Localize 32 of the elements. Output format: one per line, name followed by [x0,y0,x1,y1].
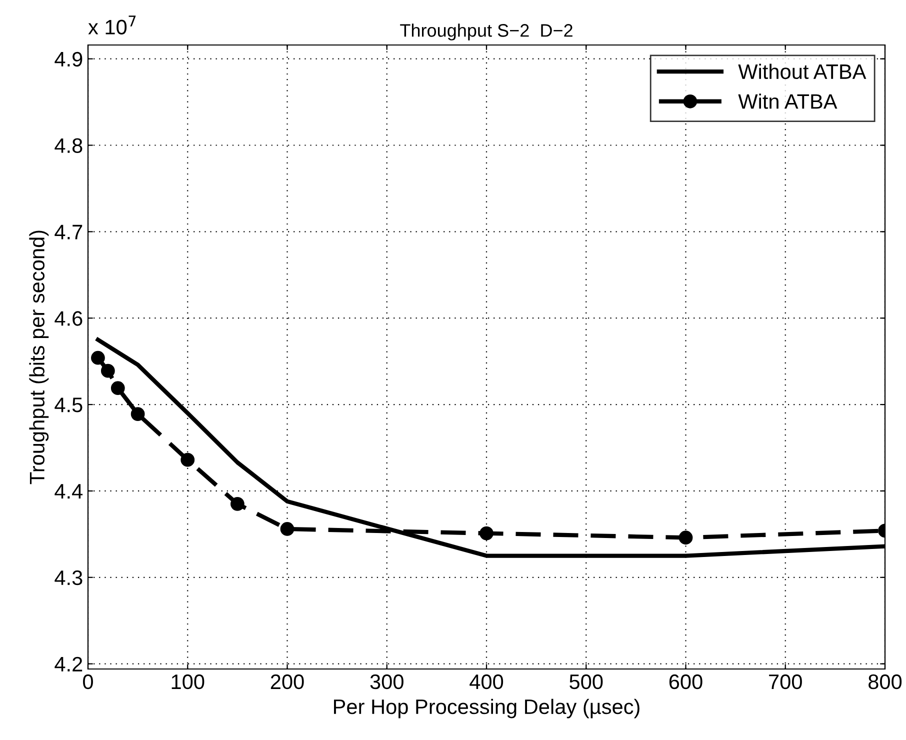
y-tick-label: 4.8 [54,138,82,154]
y-tick-label: 4.7 [54,224,82,240]
x-tick-label: 200 [270,674,304,690]
x-axis-title: Per Hop Processing Delay (µsec) [334,698,640,718]
y-tick-label: 4.4 [54,484,83,499]
x-tick-label: 100 [172,674,204,690]
point [230,496,244,511]
chart-title: Throughput S−2 D−2 [400,24,572,40]
y-tick-label: 4.6 [54,311,82,326]
x-tick-label: 600 [669,674,702,690]
text: x 10$^{7}$ [88,16,136,34]
point [180,452,195,467]
x-tick-label: 500 [570,674,603,690]
point [130,407,145,421]
x-tick-label: 0 [83,674,93,690]
y-tick-label: 4.2 [54,656,82,672]
point [100,364,115,378]
point [280,522,294,536]
y-tick-label: 4.5 [54,398,82,412]
x-tick-label: 700 [769,674,802,690]
y-axis-title: Troughput (bits per second) [29,230,49,484]
x-tick-label: 300 [370,674,404,690]
y-tick-label: 4.3 [54,570,82,586]
y-tick-label: 4.9 [54,52,82,67]
x-tick-label: 400 [470,674,504,690]
legend-label: Witn ATBA [738,94,838,109]
point [91,350,105,365]
point [678,530,693,545]
x-tick-label: 800 [868,674,902,690]
point [480,526,494,540]
legend-label: Without ATBA [738,64,866,80]
point [110,381,125,396]
